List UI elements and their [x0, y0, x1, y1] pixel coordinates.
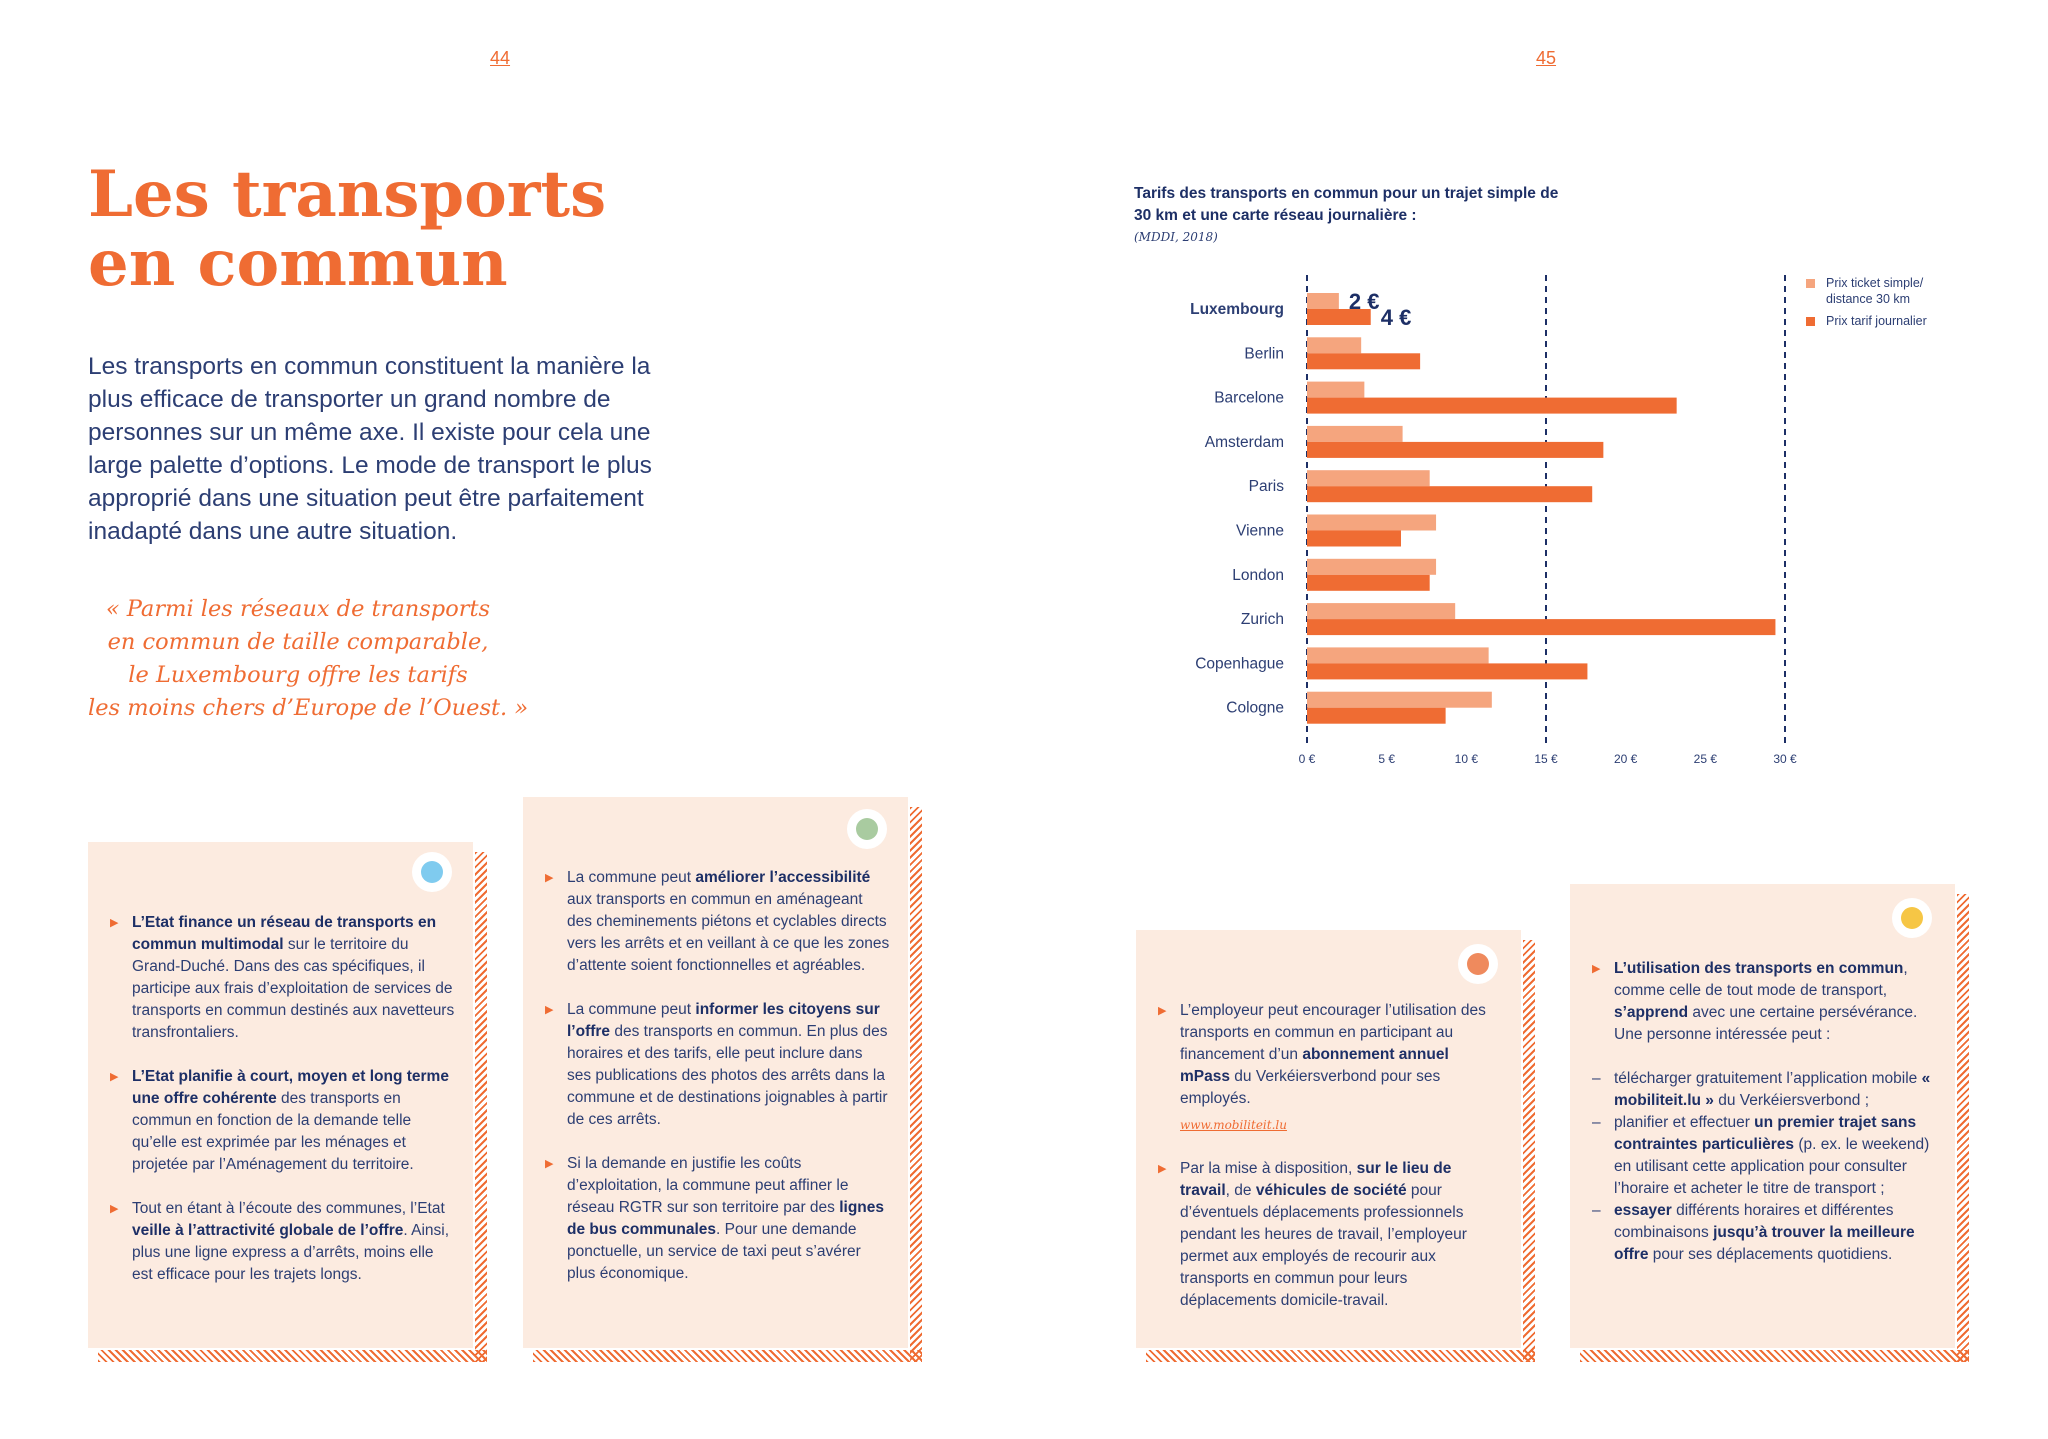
- card-citizen-sublist: télécharger gratuitement l’application m…: [1592, 1068, 1937, 1266]
- green-dot-icon: [847, 809, 887, 849]
- list-item: Tout en étant à l’écoute des communes, l…: [110, 1198, 455, 1286]
- bar-single: [1307, 603, 1456, 620]
- bar-daily: [1307, 353, 1421, 370]
- bar-single: [1307, 558, 1437, 575]
- chart-source: (MDDI, 2018): [1134, 230, 1218, 244]
- category-label: Copenhague: [1195, 655, 1284, 672]
- data-label: 2 €: [1349, 289, 1380, 314]
- yellow-dot-icon: [1892, 898, 1932, 938]
- x-tick-label: 5 €: [1378, 752, 1395, 766]
- list-item: planifier et effectuer un premier trajet…: [1592, 1112, 1937, 1200]
- bar-single: [1307, 293, 1339, 309]
- data-label: 4 €: [1381, 305, 1412, 330]
- x-tick-label: 30 €: [1773, 752, 1797, 766]
- quote-line-2: en commun de taille comparable,: [107, 629, 489, 655]
- list-item: essayer différents horaires et différent…: [1592, 1200, 1937, 1266]
- page-number-left: 44: [490, 48, 511, 68]
- category-label: Berlin: [1244, 345, 1284, 362]
- list-item: La commune peut informer les citoyens su…: [545, 999, 890, 1131]
- bar-single: [1307, 470, 1430, 487]
- bar-single: [1307, 425, 1403, 442]
- category-label: London: [1232, 567, 1284, 584]
- orange-dot-icon: [1458, 944, 1498, 984]
- x-tick-label: 15 €: [1534, 752, 1558, 766]
- bar-daily: [1307, 530, 1402, 547]
- chart-title: Tarifs des transports en commun pour un …: [1134, 185, 1559, 224]
- fares-bar-chart: Luxembourg Berlin Barcelone Amsterdam Paris V…: [1190, 275, 1797, 766]
- list-item: Par la mise à disposition, sur le lieu d…: [1158, 1158, 1503, 1312]
- quote-line-1: « Parmi les réseaux de transports: [105, 596, 491, 622]
- list-item: Si la demande en justifie les coûts d’ex…: [545, 1153, 890, 1285]
- chart-legend: Prix ticket simple/ distance 30 km Prix …: [1806, 275, 1956, 335]
- list-item: L’Etat planifie à court, moyen et long t…: [110, 1066, 455, 1176]
- x-tick-label: 25 €: [1694, 752, 1718, 766]
- page-number-right: 45: [1536, 48, 1557, 68]
- page-title: Les transports en commun: [88, 160, 606, 298]
- intro-paragraph: Les transports en commun constituent la …: [88, 353, 652, 545]
- mobiliteit-link[interactable]: www.mobiliteit.lu: [1180, 1118, 1287, 1132]
- category-label: Cologne: [1226, 700, 1284, 717]
- bar-daily: [1307, 707, 1446, 724]
- card-commune-list: La commune peut améliorer l’accessibilit…: [545, 867, 890, 1307]
- title-line-1: Les transports: [88, 157, 607, 232]
- category-label: Luxembourg: [1190, 301, 1284, 318]
- card-commune: La commune peut améliorer l’accessibilit…: [523, 797, 922, 1362]
- card-citizen: L’utilisation des transports en commun, …: [1570, 884, 1969, 1362]
- category-label: Amsterdam: [1205, 434, 1284, 451]
- bar-daily: [1307, 663, 1588, 680]
- bar-single: [1307, 337, 1362, 354]
- bar-single: [1307, 381, 1365, 398]
- card-employer-list: L’employeur peut encourager l’utilisatio…: [1158, 1000, 1503, 1334]
- card-citizen-list: L’utilisation des transports en commun, …: [1592, 958, 1937, 1266]
- list-item: L’Etat finance un réseau de transports e…: [110, 912, 455, 1044]
- list-item: télécharger gratuitement l’application m…: [1592, 1068, 1937, 1112]
- x-tick-label: 0 €: [1299, 752, 1316, 766]
- list-item: La commune peut améliorer l’accessibilit…: [545, 867, 890, 977]
- bar-daily: [1307, 397, 1677, 414]
- x-tick-label: 10 €: [1455, 752, 1479, 766]
- legend-swatch: [1806, 279, 1815, 288]
- list-item: L’utilisation des transports en commun, …: [1592, 958, 1937, 1266]
- category-label: Paris: [1249, 478, 1285, 495]
- legend-item-daily: Prix tarif journalier: [1806, 313, 1956, 329]
- category-label: Vienne: [1236, 523, 1284, 540]
- blue-dot-icon: [412, 852, 452, 892]
- legend-item-single: Prix ticket simple/ distance 30 km: [1806, 275, 1956, 307]
- bar-daily: [1307, 486, 1593, 503]
- card-employer: L’employeur peut encourager l’utilisatio…: [1136, 930, 1535, 1362]
- legend-swatch: [1806, 317, 1815, 326]
- bar-single: [1307, 691, 1492, 708]
- list-item: L’employeur peut encourager l’utilisatio…: [1158, 1000, 1503, 1136]
- x-tick-label: 20 €: [1614, 752, 1638, 766]
- category-label: Zurich: [1241, 611, 1284, 628]
- card-state-list: L’Etat finance un réseau de transports e…: [110, 912, 455, 1308]
- bar-single: [1307, 514, 1437, 531]
- bar-daily: [1307, 574, 1430, 591]
- category-label: Barcelone: [1214, 390, 1284, 407]
- title-line-2: en commun: [88, 226, 508, 302]
- quote-line-3: le Luxembourg offre les tarifs: [128, 662, 468, 688]
- bar-daily: [1307, 619, 1776, 636]
- card-state: L’Etat finance un réseau de transports e…: [88, 842, 487, 1362]
- bar-daily: [1307, 309, 1371, 325]
- bar-daily: [1307, 441, 1604, 458]
- pull-quote: « Parmi les réseaux de transports en com…: [88, 593, 529, 725]
- bar-single: [1307, 647, 1489, 664]
- quote-line-4: les moins chers d’Europe de l’Ouest. »: [88, 695, 529, 721]
